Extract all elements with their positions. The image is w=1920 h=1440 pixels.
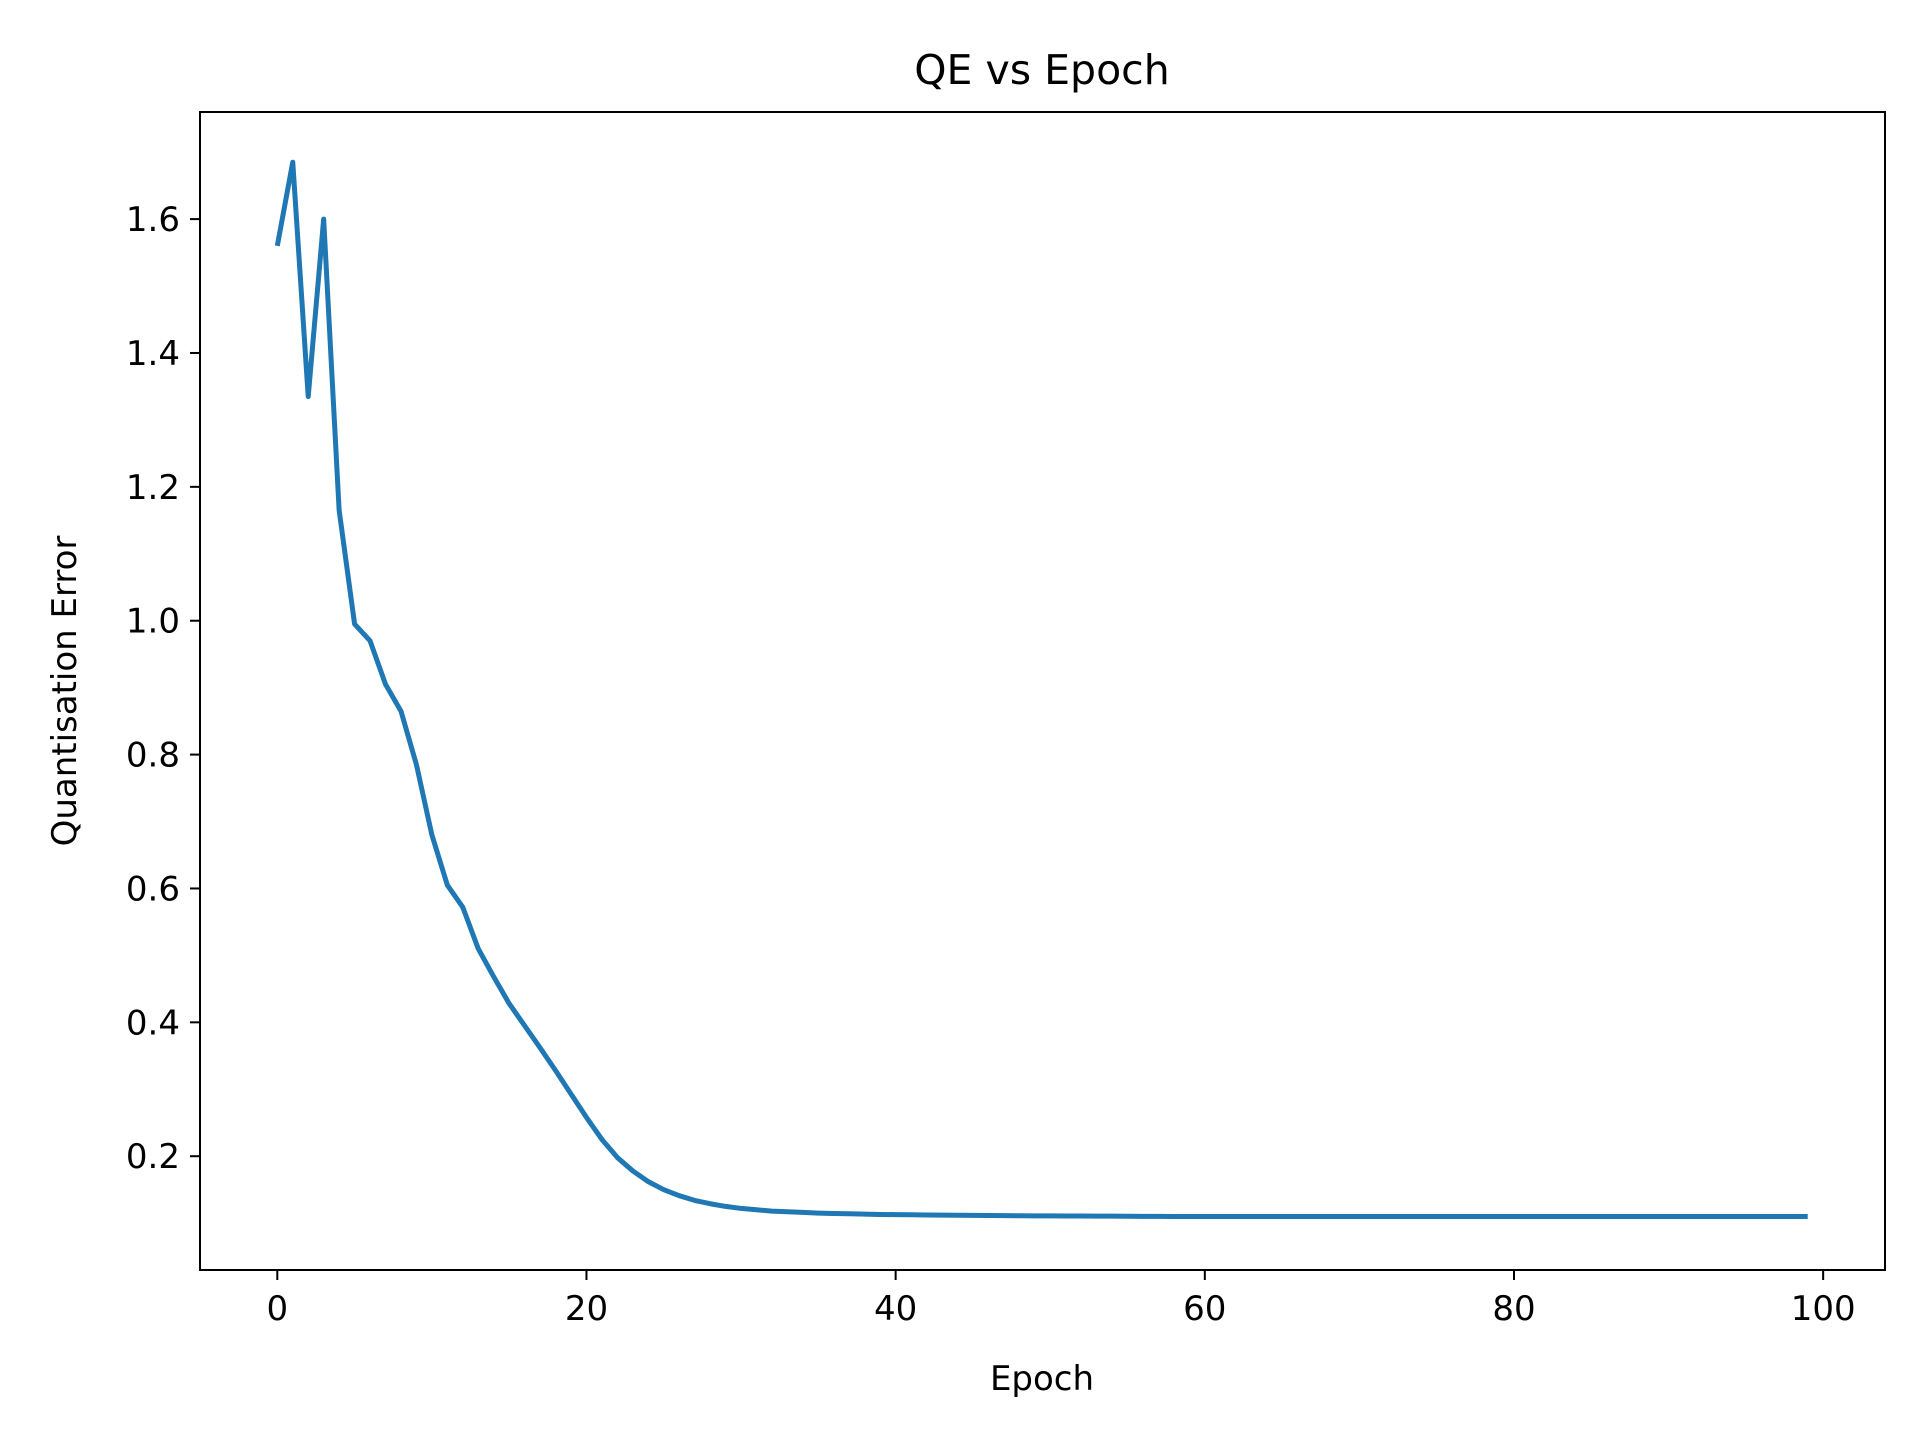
y-tick-label: 0.2 <box>126 1137 180 1177</box>
x-tick-label: 20 <box>565 1289 608 1329</box>
x-tick-label: 80 <box>1492 1289 1535 1329</box>
y-tick-label: 1.2 <box>126 468 180 508</box>
x-tick-label: 40 <box>874 1289 917 1329</box>
y-tick-label: 1.4 <box>126 334 180 374</box>
x-tick-label: 60 <box>1183 1289 1226 1329</box>
x-axis-title: Epoch <box>990 1359 1094 1399</box>
series-line-0 <box>274 159 1808 1219</box>
y-tick-label: 0.6 <box>126 869 180 909</box>
x-tick-label: 100 <box>1791 1289 1856 1329</box>
x-axis: 0 20 40 60 80 100 <box>266 1270 1856 1329</box>
y-axis-title: Quantisation Error <box>45 536 85 847</box>
y-tick-label: 1.6 <box>126 200 180 240</box>
y-axis: 0.2 0.4 0.6 0.8 1.0 1.2 1.4 1.6 <box>126 200 200 1177</box>
plot-frame <box>199 111 1886 1271</box>
y-tick-label: 1.0 <box>126 602 180 642</box>
series-layer <box>274 159 1808 1219</box>
chart-title: QE vs Epoch <box>914 46 1169 94</box>
y-tick-label: 0.4 <box>126 1003 180 1043</box>
x-tick-label: 0 <box>266 1289 288 1329</box>
y-tick-label: 0.8 <box>126 736 180 776</box>
